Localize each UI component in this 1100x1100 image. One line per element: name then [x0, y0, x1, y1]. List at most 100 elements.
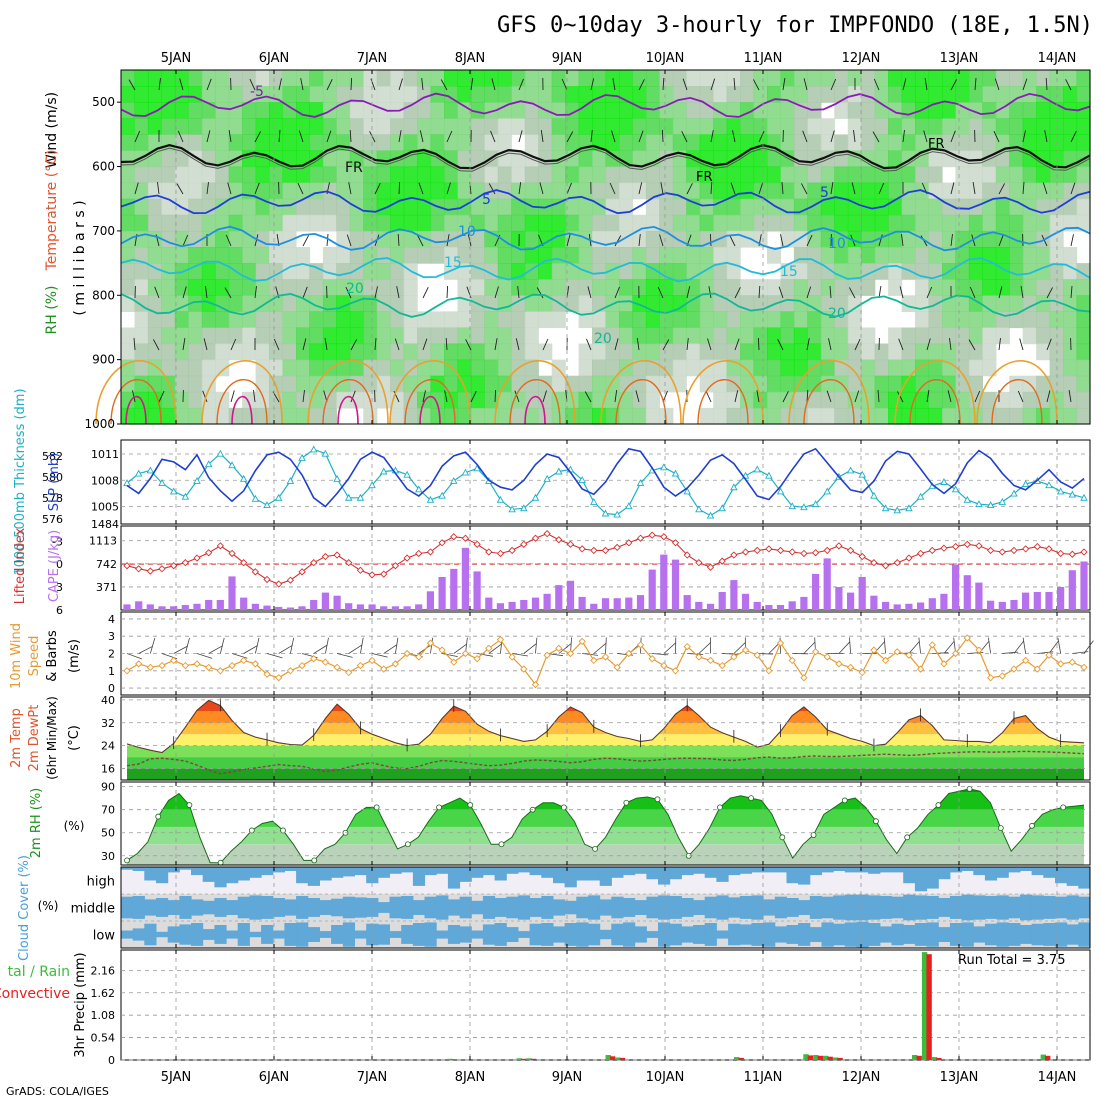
rh-cell	[632, 311, 647, 329]
rh-cell	[713, 407, 728, 425]
bottom-date-6JAN: 6JAN	[259, 1070, 290, 1085]
cloud-high-bar	[553, 867, 566, 884]
rh-cell	[457, 86, 472, 103]
cape-bar	[566, 580, 575, 610]
rh-cell	[807, 391, 822, 409]
wind-barb	[710, 78, 716, 91]
rh-cell	[578, 86, 593, 103]
cape-bar	[286, 607, 294, 610]
wind10m-point	[975, 646, 983, 654]
rh-cell	[578, 118, 593, 135]
wind10m-barb	[383, 644, 398, 654]
li-point	[823, 546, 831, 555]
wind-barb	[444, 390, 448, 403]
rh-cell	[228, 86, 243, 103]
thickness-point	[683, 487, 691, 495]
rh-cell	[242, 70, 257, 87]
wind-barb	[536, 287, 544, 299]
cloud-high-bar	[704, 867, 717, 878]
upper-air-ytick-label: 800	[92, 288, 115, 302]
cloud-low-bar	[331, 925, 344, 944]
rh-cell	[349, 247, 364, 264]
cloud-high-bar	[693, 867, 706, 874]
rh-cell	[551, 359, 566, 377]
rh-cell	[847, 343, 862, 361]
rh-cell	[201, 391, 216, 409]
rh-cell	[632, 295, 647, 312]
rh-cell	[659, 311, 674, 329]
wind10m-barb	[757, 653, 774, 655]
rh-cell	[780, 214, 795, 232]
wind10m-barb	[908, 641, 920, 654]
rh-cell	[403, 407, 418, 425]
rh-cell	[282, 166, 297, 184]
hot-contour	[231, 395, 253, 425]
rh-cell	[753, 70, 768, 87]
rh-cell	[1063, 118, 1078, 135]
rh-cell	[847, 166, 862, 184]
rh-cell	[820, 343, 835, 361]
rh-cell	[282, 182, 297, 200]
thickness-slp-frame	[120, 439, 1091, 525]
cape-bar	[1033, 592, 1041, 610]
precip-conv-bar	[827, 1056, 833, 1060]
cloud-high-bar	[1008, 867, 1021, 873]
cloud-low-bar	[786, 925, 799, 944]
rh-cell	[242, 102, 257, 119]
rh-cell	[336, 343, 351, 361]
rh-cell	[1022, 102, 1037, 119]
rh-cell	[1009, 279, 1024, 296]
rh-cell	[888, 343, 903, 361]
cape-bar	[590, 603, 598, 610]
li-point	[368, 571, 376, 579]
rh-cell	[847, 295, 862, 312]
rh-cell	[1063, 359, 1078, 377]
rh-cell	[1022, 230, 1037, 248]
cloud-middle-bar	[237, 896, 250, 919]
rh-cell	[874, 263, 889, 280]
rh-cell	[632, 327, 647, 345]
rh-cell	[134, 134, 149, 152]
cloud-high-bar	[868, 867, 881, 874]
rh-cell	[161, 70, 176, 87]
cloud-low-bar	[914, 923, 928, 946]
wind10m-barb	[313, 644, 328, 654]
rh-cell	[928, 70, 943, 87]
rh-cell	[740, 86, 755, 103]
rh-cell	[820, 279, 835, 296]
wind-barb	[830, 182, 834, 195]
cape-bar	[847, 592, 855, 610]
rh-cell	[1076, 166, 1091, 184]
cloud-high-bar	[611, 867, 624, 878]
rh-cell	[713, 182, 728, 200]
rh-cell	[874, 182, 889, 200]
rh-cell	[619, 311, 634, 329]
rh-cell	[134, 343, 149, 361]
rh-cell	[121, 198, 136, 216]
rh-cell	[888, 230, 903, 248]
rh-cell	[1022, 263, 1037, 280]
rh-cell	[1022, 182, 1037, 200]
wind-barb	[635, 390, 640, 403]
rh-cell	[188, 343, 203, 361]
rh-cell	[363, 375, 378, 393]
rh-cell	[645, 311, 660, 329]
rh-cell	[565, 247, 580, 264]
cloud-low-bar	[237, 923, 250, 946]
thickness-point	[660, 463, 668, 471]
wind-barb	[397, 233, 400, 247]
wind-barb	[1065, 79, 1072, 91]
rh-cell	[955, 70, 970, 87]
rh-cell	[619, 166, 634, 184]
rh-cell	[578, 166, 593, 184]
wind-barb	[350, 390, 356, 403]
upper-air-ylabel-rh: RH (%)	[44, 286, 60, 335]
rh-cell	[201, 230, 216, 248]
li-point	[520, 540, 528, 548]
rh2m-point	[186, 802, 193, 808]
rh-cell	[363, 134, 378, 152]
rh-cell	[793, 263, 808, 280]
cloud-low-bar	[389, 931, 402, 938]
rh-cell	[619, 359, 634, 377]
